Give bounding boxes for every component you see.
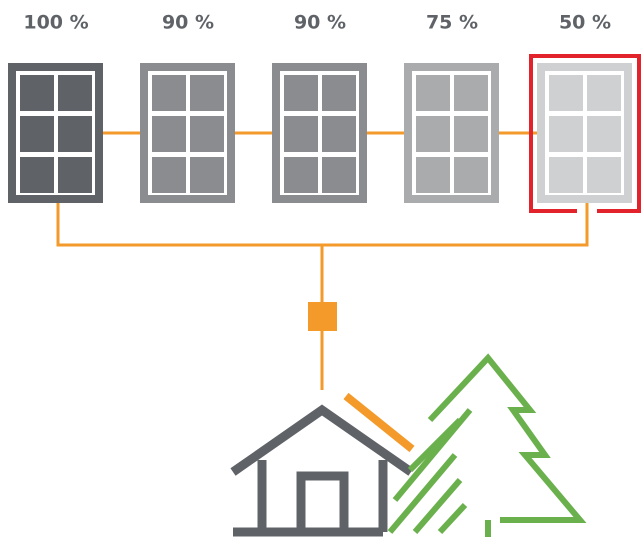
panel-cell: [190, 157, 224, 193]
solar-panel: [276, 67, 363, 199]
panel-cell: [20, 116, 54, 152]
panel-cell: [322, 75, 356, 111]
solar-panel: [144, 67, 231, 199]
panel-cell: [20, 157, 54, 193]
panel-cell: [284, 157, 318, 193]
panel-cell: [58, 157, 92, 193]
solar-panel: [12, 67, 99, 199]
panel-cell: [454, 157, 488, 193]
panel-cell: [190, 116, 224, 152]
panel-cell: [454, 116, 488, 152]
diagram: 100 % 90 % 90 % 75 % 50 %: [0, 0, 643, 537]
page: {"panels": [{"label": "100 %"}, {"label"…: [0, 0, 643, 537]
panel-label: 50 %: [559, 12, 611, 34]
panel-cell: [549, 75, 583, 111]
inverter: [308, 302, 337, 331]
panel-label: 90 %: [294, 12, 346, 34]
panel-cell: [587, 157, 621, 193]
panel-cell: [587, 75, 621, 111]
panel-cell: [20, 75, 54, 111]
panel-label: 100 %: [23, 12, 88, 34]
panel-cell: [152, 75, 186, 111]
solar-panel: [408, 67, 495, 199]
panel-cell: [58, 75, 92, 111]
panel-cell: [190, 75, 224, 111]
panel-cell: [152, 157, 186, 193]
panel-cell: [284, 75, 318, 111]
roof-panel: [346, 396, 412, 449]
panel-cell: [416, 157, 450, 193]
panel-cell: [454, 75, 488, 111]
panel-cell: [416, 75, 450, 111]
trees: [390, 358, 580, 537]
panel-cell: [549, 157, 583, 193]
panel-cell: [549, 116, 583, 152]
solar-panel: [541, 67, 628, 199]
panel-cell: [416, 116, 450, 152]
panel-cell: [58, 116, 92, 152]
panel-cell: [284, 116, 318, 152]
panel-cell: [152, 116, 186, 152]
panel-cell: [322, 157, 356, 193]
panel-label: 75 %: [426, 12, 478, 34]
panel-label: 90 %: [162, 12, 214, 34]
panel-cell: [322, 116, 356, 152]
panel-cell: [587, 116, 621, 152]
